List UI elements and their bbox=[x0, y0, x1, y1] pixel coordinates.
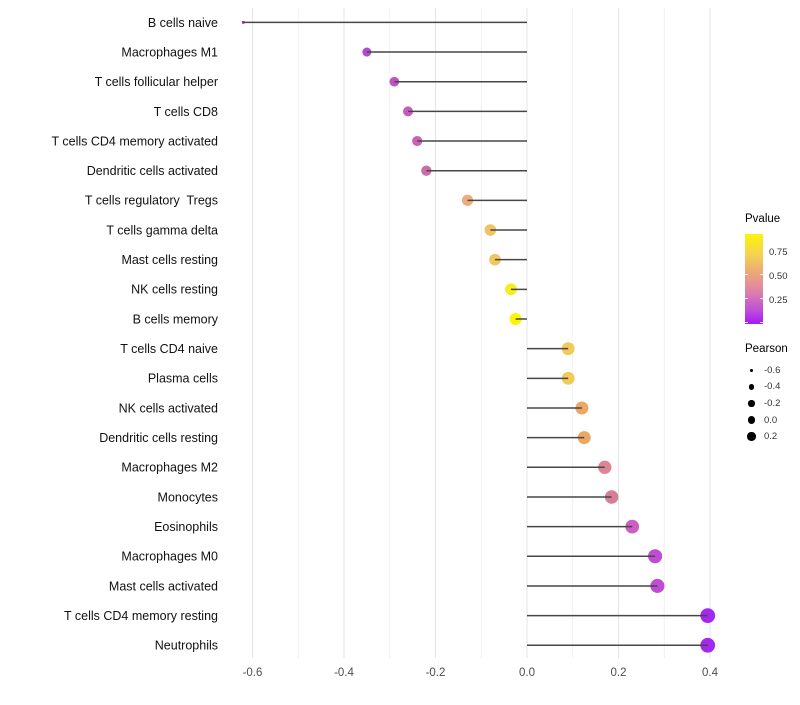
category-label: Plasma cells bbox=[148, 372, 218, 386]
lollipop-dot bbox=[650, 578, 665, 593]
category-label: B cells memory bbox=[133, 312, 219, 326]
category-label: Macrophages M1 bbox=[121, 45, 218, 59]
colorbar-notch bbox=[760, 274, 763, 275]
pearson-size-dot bbox=[747, 416, 756, 424]
pvalue-colorbar bbox=[745, 234, 763, 324]
pearson-size-item: 0.0 bbox=[745, 412, 800, 429]
x-tick-label: 0.0 bbox=[519, 667, 535, 679]
lollipop-dot bbox=[561, 371, 575, 385]
category-label: NK cells activated bbox=[119, 401, 218, 415]
x-tick-label: 0.2 bbox=[611, 667, 627, 679]
category-label: Dendritic cells activated bbox=[87, 164, 218, 178]
category-label: T cells CD8 bbox=[154, 105, 218, 119]
category-label: T cells follicular helper bbox=[95, 75, 218, 89]
colorbar-notch bbox=[745, 298, 748, 299]
colorbar-notch bbox=[760, 322, 763, 323]
pvalue-tick-025: 0.25 bbox=[769, 295, 788, 306]
category-label: Monocytes bbox=[158, 490, 218, 504]
pearson-size-label: -0.2 bbox=[764, 397, 781, 409]
pearson-size-item: 0.2 bbox=[745, 428, 800, 445]
category-label: Mast cells resting bbox=[121, 253, 218, 267]
category-label: T cells regulatory Tregs bbox=[85, 194, 218, 208]
category-label: Macrophages M2 bbox=[121, 461, 218, 475]
pearson-size-dot bbox=[748, 400, 755, 407]
category-label: Mast cells activated bbox=[109, 579, 218, 593]
category-label: B cells naive bbox=[148, 16, 218, 30]
category-label: T cells CD4 memory activated bbox=[52, 134, 219, 148]
pearson-legend-title: Pearson bbox=[745, 343, 788, 355]
pearson-size-label: 0.2 bbox=[764, 431, 778, 443]
x-tick-label: -0.4 bbox=[334, 667, 354, 679]
lollipop-dot bbox=[561, 342, 575, 356]
pvalue-legend: Pvalue 0.75 0.50 0.25 bbox=[745, 213, 800, 343]
category-label: T cells CD4 naive bbox=[120, 342, 218, 356]
pearson-size-item: -0.4 bbox=[745, 379, 800, 396]
colorbar-notch bbox=[745, 322, 748, 323]
category-label: Neutrophils bbox=[155, 639, 218, 653]
pearson-legend: Pearson -0.6 -0.4 -0.2 0.0 0.2 bbox=[745, 343, 800, 453]
lollipop-dot bbox=[421, 165, 432, 176]
pearson-size-label: 0.0 bbox=[764, 414, 778, 426]
pearson-size-dot bbox=[748, 384, 755, 390]
category-label: T cells CD4 memory resting bbox=[64, 609, 218, 623]
x-tick-label: 0.4 bbox=[702, 667, 719, 679]
pearson-size-item: -0.6 bbox=[745, 362, 800, 379]
lollipop-dot bbox=[489, 253, 501, 266]
category-label: T cells gamma delta bbox=[106, 223, 218, 237]
colorbar-notch bbox=[745, 274, 748, 275]
x-tick-label: -0.6 bbox=[243, 667, 263, 679]
pearson-size-label: -0.4 bbox=[764, 381, 781, 393]
pearson-size-dot bbox=[747, 432, 756, 441]
pvalue-tick-075: 0.75 bbox=[769, 247, 788, 258]
pearson-size-label: -0.6 bbox=[764, 364, 781, 376]
x-tick-label: -0.2 bbox=[426, 667, 446, 679]
pvalue-legend-title: Pvalue bbox=[745, 213, 781, 225]
pearson-size-item: -0.2 bbox=[745, 395, 800, 412]
category-label: Macrophages M0 bbox=[121, 550, 218, 564]
category-label: NK cells resting bbox=[131, 283, 218, 297]
pearson-size-dot bbox=[749, 368, 754, 372]
pvalue-tick-050: 0.50 bbox=[769, 271, 788, 282]
category-label: Eosinophils bbox=[154, 520, 218, 534]
category-label: Dendritic cells resting bbox=[99, 431, 218, 445]
colorbar-notch bbox=[760, 298, 763, 299]
